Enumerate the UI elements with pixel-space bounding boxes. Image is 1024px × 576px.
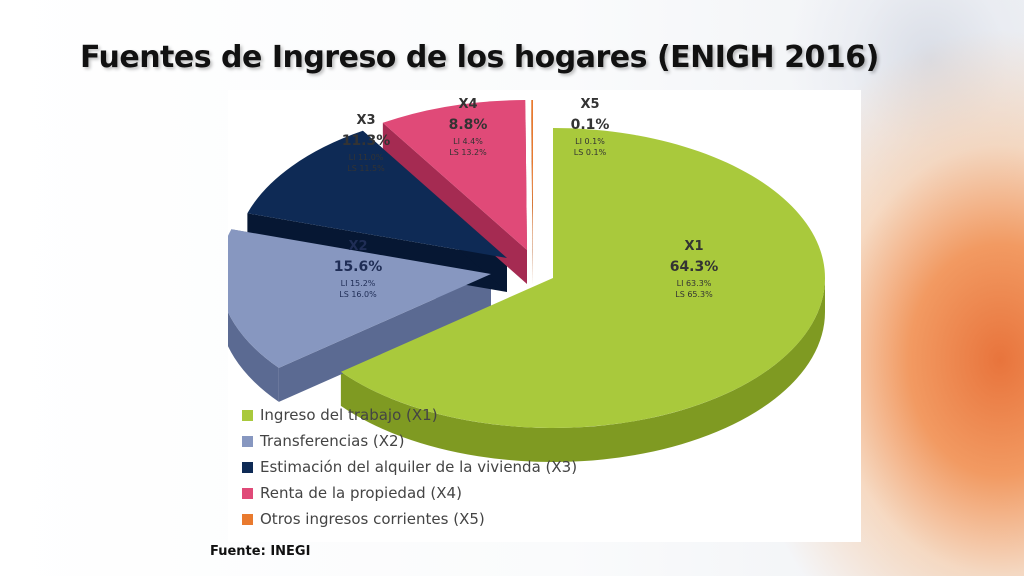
slide-title: Fuentes de Ingreso de los hogares (ENIGH…	[80, 40, 879, 75]
legend-swatch	[242, 410, 253, 421]
legend-item-x4: Renta de la propiedad (X4)	[242, 484, 462, 502]
slice-li: LI 15.2%	[341, 279, 376, 288]
slice-li: LI 4.4%	[453, 137, 483, 146]
pie-tops	[218, 100, 825, 428]
slice-x1[interactable]	[340, 128, 825, 428]
slice-ls: LS 16.0%	[339, 290, 377, 299]
slice-name: X5	[580, 97, 599, 112]
slice-name: X2	[348, 239, 367, 254]
legend-label: Otros ingresos corrientes (X5)	[260, 510, 485, 528]
slice-li: LI 11.0%	[349, 153, 384, 162]
legend-swatch	[242, 462, 253, 473]
data-label-x2: X2 15.6% LI 15.2% LS 16.0%	[334, 239, 383, 299]
slice-li: LI 63.3%	[677, 279, 712, 288]
slice-x2[interactable]	[218, 229, 491, 368]
legend-item-x5: Otros ingresos corrientes (X5)	[242, 510, 485, 528]
slice-li: LI 0.1%	[575, 137, 605, 146]
slice-ls: LS 13.2%	[449, 148, 487, 157]
source-note: Fuente: INEGI	[210, 544, 311, 559]
legend-label: Transferencias (X2)	[259, 432, 404, 450]
legend-swatch	[242, 514, 253, 525]
legend-item-x2: Transferencias (X2)	[242, 432, 404, 450]
data-label-x4: X4 8.8% LI 4.4% LS 13.2%	[449, 97, 488, 157]
data-label-x3: X3 11.3% LI 11.0% LS 11.5%	[342, 113, 391, 173]
legend: Ingreso del trabajo (X1) Transferencias (…	[242, 406, 577, 528]
slice-percent: 15.6%	[334, 259, 383, 275]
slice-face-x2	[278, 274, 491, 402]
slice-percent: 8.8%	[449, 117, 488, 133]
slice-face-x5	[531, 100, 533, 284]
slice-name: X1	[684, 239, 703, 254]
data-label-x1: X1 64.3% LI 63.3% LS 65.3%	[670, 239, 719, 299]
slice-side-x2	[219, 274, 279, 402]
legend-swatch	[242, 488, 253, 499]
slice-side-x1	[340, 278, 826, 463]
slice-name: X3	[356, 113, 375, 128]
legend-label: Ingreso del trabajo (X1)	[260, 406, 438, 424]
slice-ls: LS 11.5%	[347, 164, 385, 173]
chart-panel: X1 64.3% LI 63.3% LS 65.3% X2 15.6% LI 15.2% LS…	[218, 90, 861, 542]
data-label-x5: X5 0.1% LI 0.1% LS 0.1%	[571, 97, 610, 157]
slice-percent: 0.1%	[571, 117, 610, 133]
slice-ls: LS 0.1%	[574, 148, 607, 157]
slice-percent: 64.3%	[670, 259, 719, 275]
slice-x3[interactable]	[247, 130, 507, 258]
slice-percent: 11.3%	[342, 133, 391, 149]
legend-swatch	[242, 436, 253, 447]
legend-item-x3: Estimación del alquiler de la vivienda (…	[242, 458, 577, 476]
slice-name: X4	[458, 97, 477, 112]
slice-x5[interactable]	[531, 100, 533, 250]
data-labels: X1 64.3% LI 63.3% LS 65.3% X2 15.6% LI 15.2% LS…	[334, 97, 719, 299]
legend-label: Estimación del alquiler de la vivienda (…	[260, 458, 577, 476]
slice-face-x4	[382, 122, 527, 284]
slice-ls: LS 65.3%	[675, 290, 713, 299]
slice-x4[interactable]	[382, 100, 527, 250]
legend-label: Renta de la propiedad (X4)	[260, 484, 462, 502]
pie-chart: X1 64.3% LI 63.3% LS 65.3% X2 15.6% LI 15.2% LS…	[218, 97, 826, 528]
legend-item-x1: Ingreso del trabajo (X1)	[242, 406, 438, 424]
